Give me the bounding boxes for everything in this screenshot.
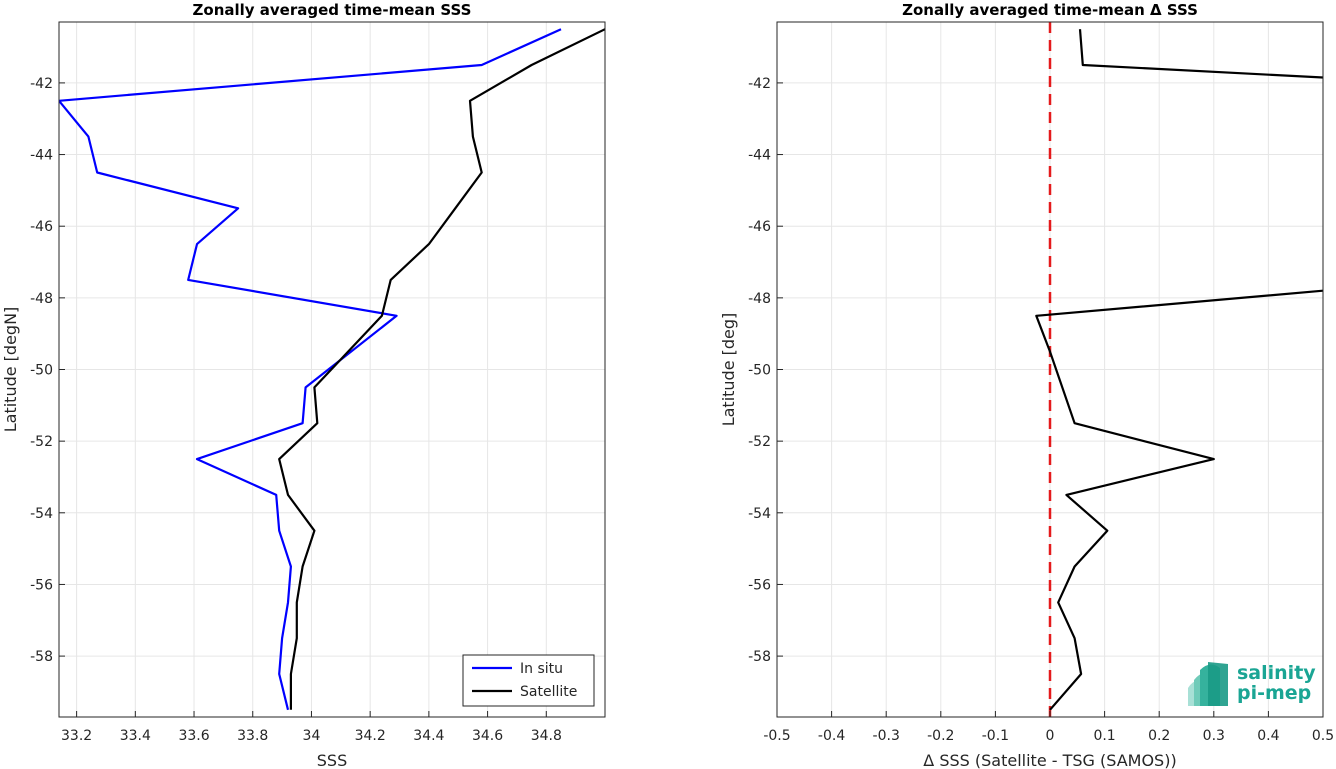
- right-y-tick-label: -46: [748, 219, 771, 235]
- right-series-0-line-0: [1078, 29, 1323, 79]
- right-x-axis-label: Δ SSS (Satellite - TSG (SAMOS)): [923, 751, 1176, 769]
- left-y-axis-label: Latitude [degN]: [1, 307, 20, 433]
- legend: In situ Satellite: [462, 654, 595, 707]
- right-x-tick-label: 0.3: [1203, 728, 1225, 744]
- right-y-tick-label: -44: [748, 148, 771, 164]
- left-y-tick-label: -58: [30, 649, 53, 665]
- legend-box: [462, 654, 595, 707]
- logo-text-salinity: salinity: [1237, 662, 1316, 684]
- right-series-0-line-1: [1035, 289, 1323, 711]
- right-x-tick-label: 0.4: [1257, 728, 1279, 744]
- right-x-tick-label: 0: [1046, 728, 1055, 744]
- left-panel: 33.2 33.4 33.6 33.8 34 34.2 34.4 34.6 34.8 -42 -44…: [1, 1, 606, 769]
- left-x-tick-label: 34.4: [413, 728, 444, 744]
- right-x-tick-label: -0.3: [873, 728, 900, 744]
- left-x-tick-label: 34.2: [355, 728, 386, 744]
- right-y-tick-label: -54: [748, 506, 771, 522]
- left-y-tick-label: -54: [30, 506, 53, 522]
- left-series-in-situ-line: [59, 28, 562, 711]
- logo-wave-icon: [1188, 662, 1228, 706]
- right-ticks: -0.5 -0.4 -0.3 -0.2 -0.1 0 0.1 0.2 0.3 0.4 0.5 -42 -…: [748, 76, 1334, 744]
- left-x-axis-label: SSS: [317, 751, 347, 769]
- left-y-tick-label: -46: [30, 219, 53, 235]
- right-x-tick-label: 0.2: [1148, 728, 1170, 744]
- left-y-tick-label: -56: [30, 577, 53, 593]
- right-chart-title: Zonally averaged time-mean Δ SSS: [902, 1, 1198, 19]
- right-x-tick-label: -0.2: [927, 728, 954, 744]
- right-y-tick-label: -58: [748, 649, 771, 665]
- right-y-tick-label: -42: [748, 76, 771, 92]
- left-y-tick-label: -44: [30, 148, 53, 164]
- right-x-tick-label: -0.1: [982, 728, 1009, 744]
- salinity-pi-mep-logo: salinity pi-mep: [1188, 662, 1316, 706]
- right-y-tick-label: -48: [748, 291, 771, 307]
- left-y-tick-label: -52: [30, 434, 53, 450]
- right-x-tick-label: -0.4: [818, 728, 845, 744]
- legend-label-in-situ: In situ: [520, 661, 563, 677]
- left-x-tick-label: 33.2: [61, 728, 92, 744]
- left-x-tick-label: 33.8: [237, 728, 268, 744]
- left-ticks: 33.2 33.4 33.6 33.8 34 34.2 34.4 34.6 34.8 -42 -44…: [30, 76, 562, 744]
- left-y-tick-label: -50: [30, 363, 53, 379]
- right-y-tick-label: -56: [748, 577, 771, 593]
- right-y-axis-label: Latitude [deg]: [719, 313, 738, 427]
- right-y-tick-label: -50: [748, 363, 771, 379]
- left-x-tick-label: 34.6: [472, 728, 503, 744]
- right-panel: -0.5 -0.4 -0.3 -0.2 -0.1 0 0.1 0.2 0.3 0.4 0.5 -42 -…: [719, 1, 1334, 769]
- left-y-tick-label: -42: [30, 76, 53, 92]
- left-x-tick-label: 33.6: [178, 728, 209, 744]
- left-x-tick-label: 34.8: [531, 728, 562, 744]
- right-grid: [777, 22, 1323, 717]
- left-series-layer: [59, 28, 605, 711]
- left-x-tick-label: 34: [303, 728, 321, 744]
- right-x-tick-label: 0.1: [1093, 728, 1115, 744]
- left-x-tick-label: 33.4: [120, 728, 151, 744]
- logo-text-pi-mep: pi-mep: [1237, 682, 1311, 704]
- right-x-tick-label: 0.5: [1312, 728, 1334, 744]
- right-y-tick-label: -52: [748, 434, 771, 450]
- left-series-satellite-line: [278, 28, 605, 710]
- right-series-layer: [1035, 29, 1323, 711]
- right-x-tick-label: -0.5: [763, 728, 790, 744]
- legend-label-satellite: Satellite: [520, 684, 577, 700]
- left-chart-title: Zonally averaged time-mean SSS: [193, 1, 472, 19]
- left-y-tick-label: -48: [30, 291, 53, 307]
